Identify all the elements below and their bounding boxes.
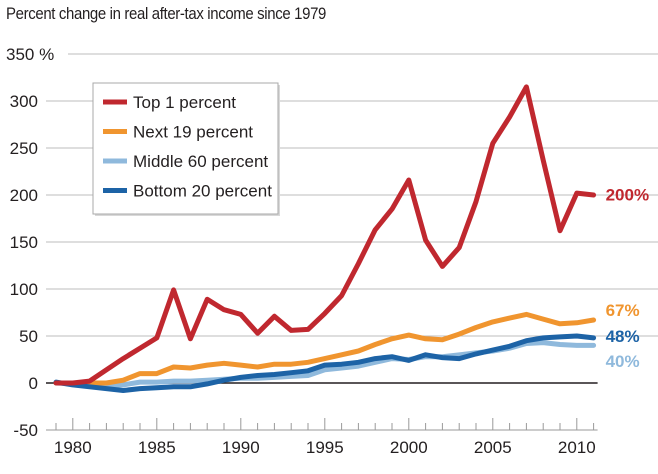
y-tick-label: 150 [10,233,38,252]
x-tick-label: 1980 [54,438,92,457]
end-label-bottom-20-percent: 48% [606,327,640,346]
legend: Top 1 percent Next 19 percent Middle 60 pe… [92,82,280,216]
x-tick-label: 2005 [474,438,512,457]
end-labels: 200% 67% 40% 48% [606,186,649,372]
x-tick-label: 1985 [138,438,176,457]
x-tick-label: 2010 [558,438,596,457]
end-label-next-19-percent: 67% [606,301,640,320]
y-axis-tick-labels: 350 % 300 250 200 150 100 50 0 -50 [6,45,54,440]
legend-label: Top 1 percent [133,93,236,112]
series-lines [53,84,597,393]
y-tick-label: 350 % [6,45,54,64]
end-label-top-1-percent: 200% [606,186,649,205]
x-axis: 1980 1985 1990 1995 2000 2005 2010 [46,418,598,457]
legend-label: Next 19 percent [133,123,253,142]
y-tick-label: 200 [10,186,38,205]
legend-label: Bottom 20 percent [133,182,272,201]
x-tick-label: 1995 [306,438,344,457]
y-tick-label: 100 [10,280,38,299]
x-tick-label: 1990 [222,438,260,457]
y-tick-label: 50 [19,327,38,346]
y-tick-label: 250 [10,139,38,158]
x-tick-label: 2000 [390,438,428,457]
chart-title: Percent change in real after-tax income … [6,4,327,23]
end-label-middle-60-percent: 40% [606,352,640,371]
legend-label: Middle 60 percent [133,152,268,171]
y-tick-label: 300 [10,92,38,111]
y-tick-label: -50 [13,421,38,440]
y-tick-label: 0 [29,374,38,393]
